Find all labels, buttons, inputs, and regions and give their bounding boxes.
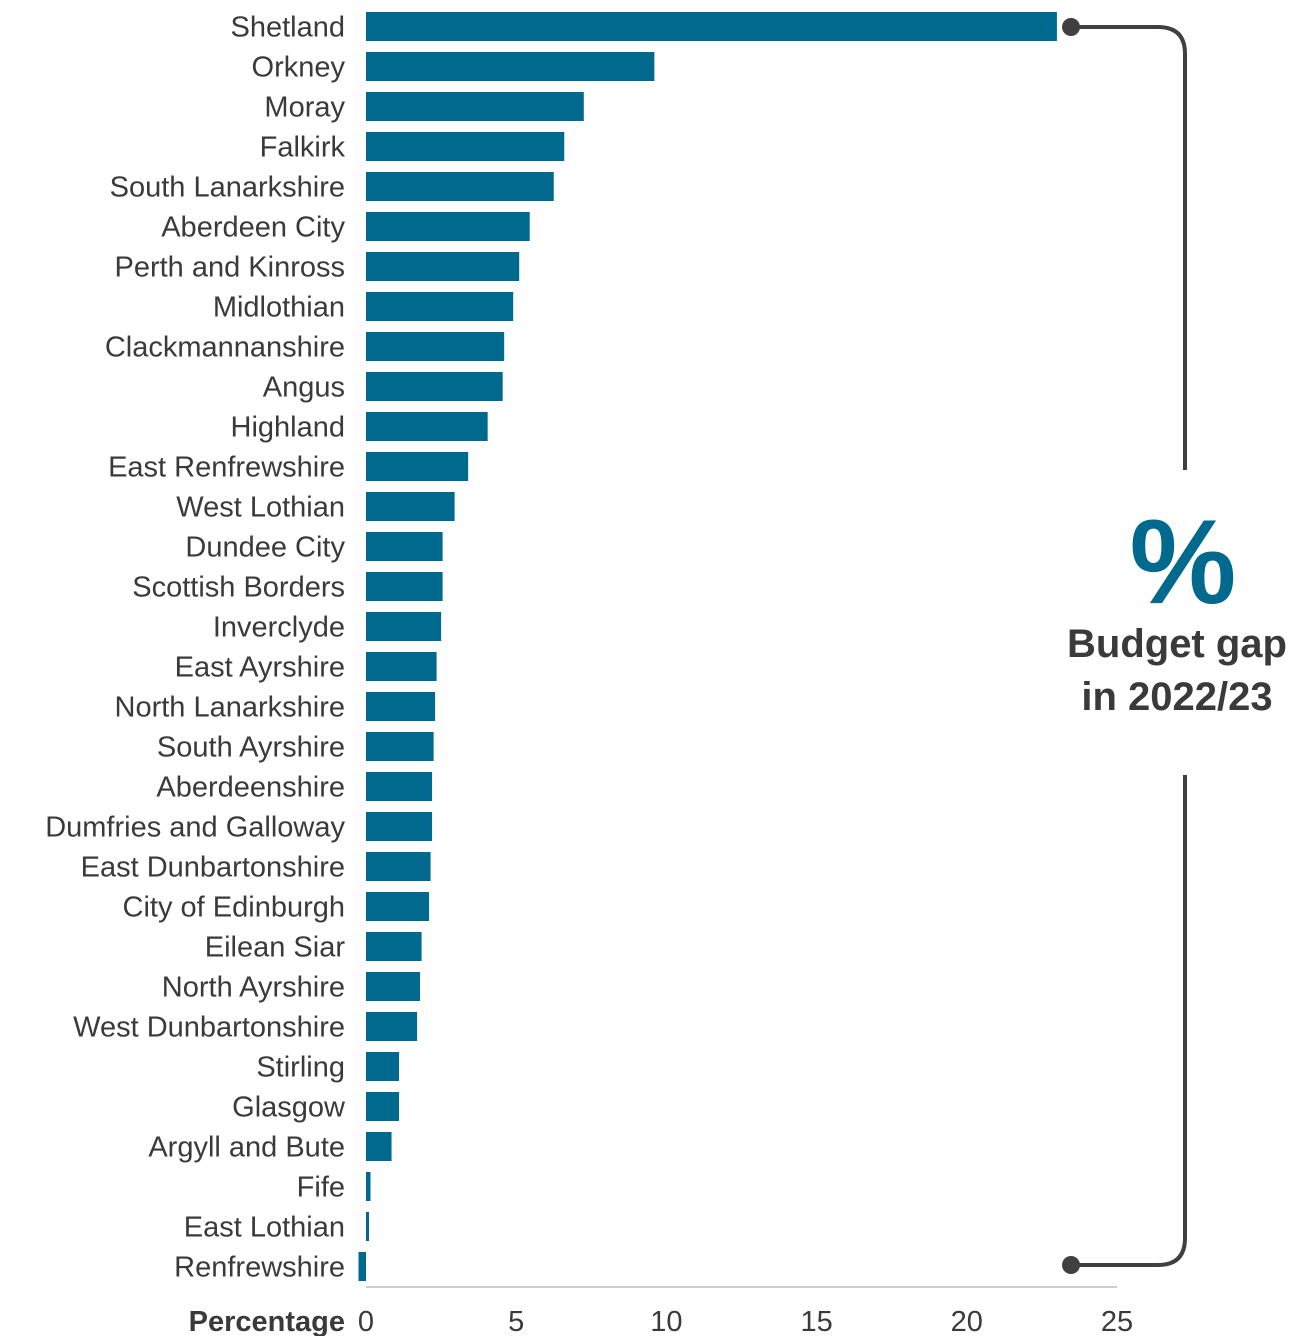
category-label: North Lanarkshire xyxy=(115,692,346,724)
category-label: Stirling xyxy=(256,1052,345,1084)
annotation-line-2: in 2022/23 xyxy=(1081,675,1272,719)
x-tick-label: 15 xyxy=(800,1306,832,1336)
bar-midlothian xyxy=(366,292,514,321)
x-tick-label: 10 xyxy=(650,1306,682,1336)
category-label: Falkirk xyxy=(260,132,346,164)
category-label: Glasgow xyxy=(232,1092,346,1124)
bar-scottish-borders xyxy=(366,572,443,601)
category-label: East Renfrewshire xyxy=(108,452,345,484)
bar-west-lothian xyxy=(366,492,455,521)
x-axis-ticks: 0 5 10 15 20 25 xyxy=(358,1306,1133,1336)
x-tick-label: 25 xyxy=(1101,1306,1133,1336)
category-label: Orkney xyxy=(252,52,346,84)
bar-falkirk xyxy=(366,132,565,161)
category-label: Perth and Kinross xyxy=(114,252,345,284)
category-label: Eilean Siar xyxy=(205,932,346,964)
category-label: Clackmannanshire xyxy=(105,332,345,364)
bar-east-ayrshire xyxy=(366,652,437,681)
bar-north-ayrshire xyxy=(366,972,421,1001)
category-label: Shetland xyxy=(231,12,346,44)
bars xyxy=(358,12,1057,1281)
bar-shetland xyxy=(366,12,1057,41)
x-tick-label: 20 xyxy=(951,1306,983,1336)
category-label: North Ayrshire xyxy=(162,972,345,1004)
bar-dumfries-and-galloway xyxy=(366,812,433,841)
bar-aberdeen-city xyxy=(366,212,530,241)
bar-fife xyxy=(366,1172,371,1201)
category-label: Inverclyde xyxy=(213,612,345,644)
bar-renfrewshire xyxy=(358,1252,366,1281)
category-label: City of Edinburgh xyxy=(123,892,345,924)
bar-stirling xyxy=(366,1052,400,1081)
category-label: Argyll and Bute xyxy=(148,1132,345,1164)
bar-perth-and-kinross xyxy=(366,252,520,281)
category-labels: Shetland Orkney Moray Falkirk South Lanarksh… xyxy=(45,12,346,1284)
category-label: Aberdeenshire xyxy=(156,772,345,804)
bar-glasgow xyxy=(366,1092,400,1121)
category-label: Dundee City xyxy=(185,532,345,564)
x-axis-title: Percentage xyxy=(189,1306,345,1336)
bar-moray xyxy=(366,92,584,121)
category-label: Moray xyxy=(264,92,345,124)
category-label: Fife xyxy=(297,1172,345,1204)
bar-dundee-city xyxy=(366,532,443,561)
annotation-line-1: Budget gap xyxy=(1067,622,1287,666)
category-label: Highland xyxy=(231,412,345,444)
category-label: Aberdeen City xyxy=(161,212,345,244)
category-label: West Lothian xyxy=(176,492,345,524)
bracket-dot-top xyxy=(1062,18,1080,36)
category-label: East Dunbartonshire xyxy=(81,852,345,884)
category-label: Angus xyxy=(263,372,345,404)
bracket-top xyxy=(1071,25,1187,470)
x-tick-label: 5 xyxy=(508,1306,524,1336)
category-label: West Dunbartonshire xyxy=(73,1012,345,1044)
bar-highland xyxy=(366,412,488,441)
bar-eilean-siar xyxy=(366,932,422,961)
bar-orkney xyxy=(366,52,655,81)
bar-city-of-edinburgh xyxy=(366,892,430,921)
category-label: Midlothian xyxy=(213,292,345,324)
category-label: South Ayrshire xyxy=(157,732,345,764)
category-label: Scottish Borders xyxy=(132,572,345,604)
bar-north-lanarkshire xyxy=(366,692,436,721)
category-label: South Lanarkshire xyxy=(110,172,345,204)
percent-symbol: % xyxy=(1130,495,1237,629)
bar-west-dunbartonshire xyxy=(366,1012,418,1041)
category-label: East Ayrshire xyxy=(175,652,345,684)
category-label: East Lothian xyxy=(184,1212,345,1244)
budget-gap-annotation: % Budget gap in 2022/23 xyxy=(1062,18,1287,1274)
bar-east-renfrewshire xyxy=(366,452,469,481)
bar-inverclyde xyxy=(366,612,442,641)
bar-east-lothian xyxy=(366,1212,370,1241)
category-label: Dumfries and Galloway xyxy=(45,812,345,844)
bar-argyll-and-bute xyxy=(366,1132,392,1161)
category-label: Renfrewshire xyxy=(174,1252,345,1284)
bar-east-dunbartonshire xyxy=(366,852,431,881)
bar-clackmannanshire xyxy=(366,332,505,361)
bracket-dot-bottom xyxy=(1062,1256,1080,1274)
bracket-bottom xyxy=(1071,775,1187,1267)
bar-south-lanarkshire xyxy=(366,172,554,201)
bar-angus xyxy=(366,372,503,401)
bar-aberdeenshire xyxy=(366,772,433,801)
bar-south-ayrshire xyxy=(366,732,434,761)
x-tick-label: 0 xyxy=(358,1306,374,1336)
